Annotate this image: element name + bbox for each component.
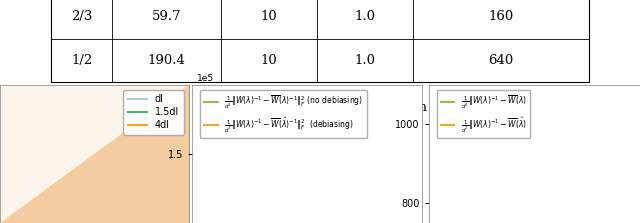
Bar (51, 0, 589, 82)
Text: 1.0: 1.0 (355, 54, 375, 67)
Legend: dl, 1.5dl, 4dl: dl, 1.5dl, 4dl (123, 90, 184, 135)
Legend: $\frac{1}{d^2}\|W(\lambda)^{-1} - \overline{W}(\lambda)$, $\frac{1}{d^2}\|W(\lam: $\frac{1}{d^2}\|W(\lambda)^{-1} - \overl… (437, 90, 531, 138)
Text: 10: 10 (260, 10, 277, 23)
Text: 59.7: 59.7 (152, 10, 181, 23)
Text: 1e5: 1e5 (196, 74, 214, 83)
Text: 10: 10 (260, 54, 277, 67)
Text: 640: 640 (488, 54, 513, 67)
Text: Table 1: Success rate of Algorithm 1.: Table 1: Success rate of Algorithm 1. (196, 101, 444, 114)
Text: 2/3: 2/3 (71, 10, 92, 23)
Legend: $\frac{1}{d^2}\|W(\lambda)^{-1} - \overline{W}(\lambda)^{-1}\|_F^2$ (no debiasin: $\frac{1}{d^2}\|W(\lambda)^{-1} - \overl… (200, 90, 367, 138)
Text: 160: 160 (488, 10, 513, 23)
Text: 1.0: 1.0 (355, 10, 375, 23)
Text: 190.4: 190.4 (147, 54, 186, 67)
Text: 1/2: 1/2 (71, 54, 92, 67)
